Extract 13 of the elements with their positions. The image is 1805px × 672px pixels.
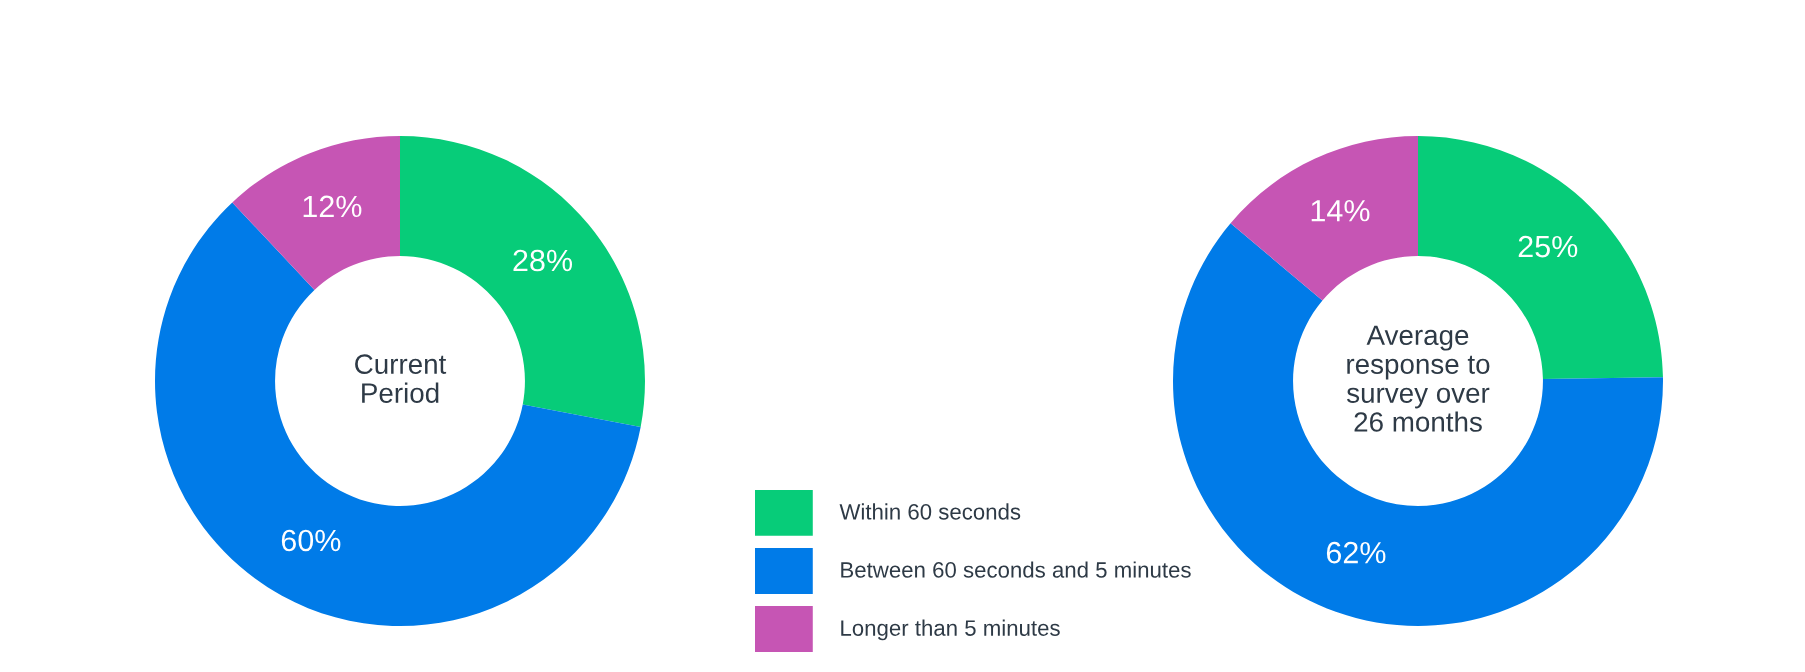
donut-slice — [232, 136, 400, 290]
data-label: 28% — [513, 249, 573, 272]
text: Average response to survey over 26 months — [1346, 325, 1490, 432]
data-label: 14% — [1311, 199, 1370, 222]
data-label: 25% — [1518, 235, 1578, 258]
donut-slice — [1230, 136, 1418, 301]
data-label: 12% — [303, 195, 362, 218]
data-label: 60% — [281, 529, 341, 552]
text: Current Period — [355, 354, 447, 403]
legend-label: Within 60 seconds — [839, 503, 1021, 520]
legend-label: Between 60 seconds and 5 minutes — [841, 561, 1191, 578]
data-label: 62% — [1326, 541, 1386, 564]
legend-label: Longer than 5 minutes — [841, 619, 1060, 641]
